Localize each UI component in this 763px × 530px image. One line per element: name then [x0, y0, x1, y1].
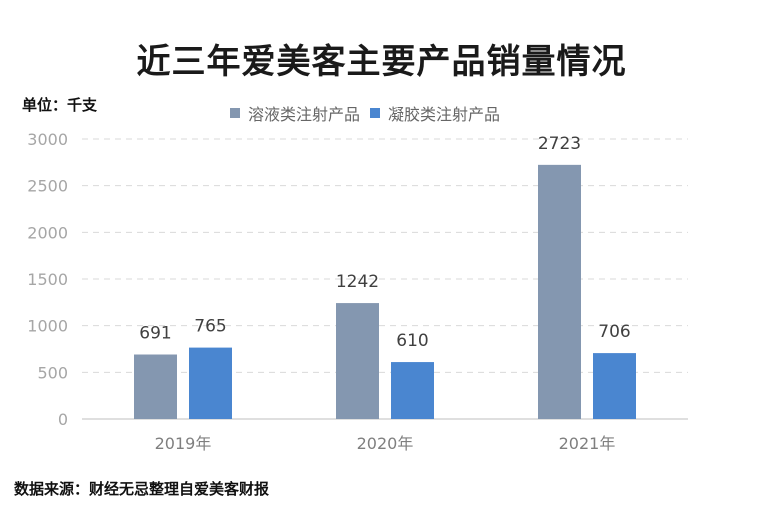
bar [391, 362, 434, 419]
y-tick-label: 0 [58, 410, 68, 429]
data-label: 1242 [336, 272, 379, 292]
y-tick-label: 2500 [27, 177, 68, 196]
data-label: 765 [194, 317, 226, 337]
legend-label-series-2: 凝胶类注射产品 [388, 105, 501, 124]
bar [189, 347, 232, 419]
x-tick-label: 2019年 [155, 434, 212, 453]
x-tick-label: 2020年 [357, 434, 414, 453]
legend-item-series-1: 溶液类注射产品 [230, 101, 360, 125]
legend-swatch-series-2 [370, 108, 381, 118]
bar [134, 354, 177, 419]
y-tick-label: 2000 [27, 223, 68, 242]
data-label: 691 [139, 324, 171, 344]
bar [538, 164, 581, 419]
y-tick-label: 500 [37, 363, 68, 382]
x-tick-label: 2021年 [559, 434, 616, 453]
y-tick-label: 1500 [27, 270, 68, 289]
y-tick-label: 3000 [27, 130, 68, 149]
y-tick-label: 1000 [27, 317, 68, 336]
bar [593, 353, 636, 419]
legend-label-series-1: 溶液类注射产品 [248, 105, 361, 124]
data-source-note: 数据来源：财经无忌整理自爱美客财报 [14, 480, 270, 498]
bar [336, 303, 379, 419]
data-label: 610 [396, 331, 428, 351]
legend-swatch-series-1 [230, 108, 240, 118]
data-label: 2723 [538, 134, 581, 154]
data-label: 706 [598, 322, 630, 342]
unit-label: 单位：千支 [22, 96, 98, 114]
chart-title: 近三年爱美客主要产品销量情况 [136, 42, 627, 82]
legend-item-series-2: 凝胶类注射产品 [370, 101, 500, 125]
legend: 溶液类注射产品 凝胶类注射产品 [230, 101, 510, 125]
